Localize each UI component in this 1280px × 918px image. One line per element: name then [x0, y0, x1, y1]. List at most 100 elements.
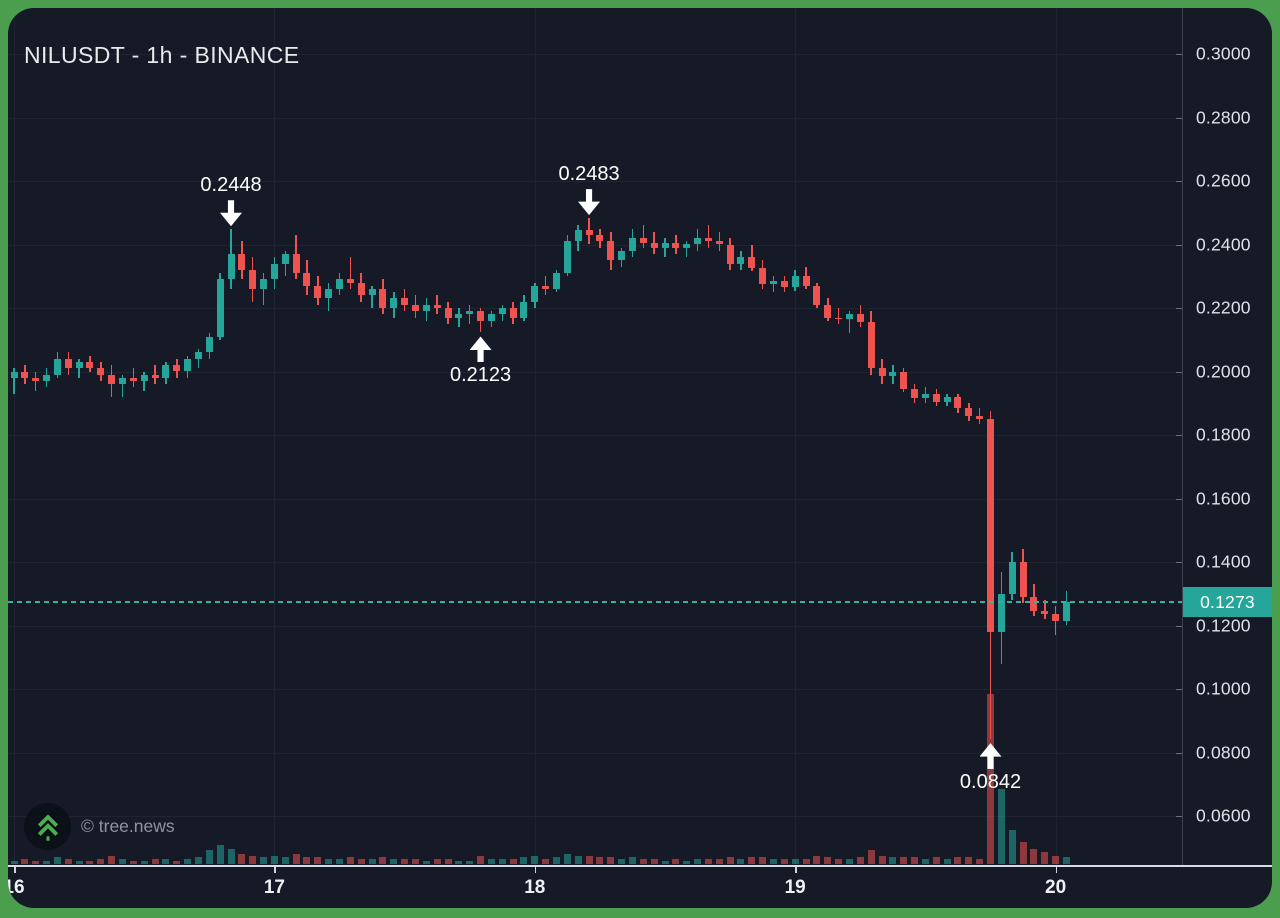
candle-body: [433, 304, 441, 308]
volume-bar: [607, 857, 615, 864]
x-axis-tick-label: 18: [524, 877, 546, 898]
y-axis-line[interactable]: [1182, 8, 1183, 865]
y-axis-tick-label: 0.2600: [1196, 170, 1251, 191]
candle-wick: [143, 371, 145, 391]
candle-body: [64, 358, 72, 369]
y-axis-tick-label: 0.2400: [1196, 234, 1251, 254]
volume-bar: [1052, 855, 1060, 864]
candle-body: [216, 279, 224, 337]
y-axis-tick-label: 0.3000: [1196, 43, 1251, 64]
candle-body: [954, 396, 962, 408]
candle-body: [574, 230, 582, 242]
gridline-vertical: [534, 8, 536, 865]
annotation-price-label: 0.2448: [200, 174, 262, 197]
y-axis-tick-mark: [1176, 308, 1182, 309]
volume-bar: [531, 855, 539, 864]
volume-bar: [53, 857, 61, 864]
volume-bar: [433, 858, 441, 864]
volume-bar: [75, 860, 83, 864]
volume-bar: [932, 857, 940, 864]
volume-bar: [43, 860, 51, 864]
candle-body: [661, 242, 669, 248]
candle-body: [889, 371, 897, 377]
y-axis-tick-label: 0.2000: [1196, 361, 1251, 381]
candle-wick: [371, 285, 373, 308]
volume-bar: [1062, 857, 1070, 864]
candle-body: [194, 352, 202, 359]
volume-bar: [21, 858, 29, 864]
candle-body: [596, 234, 604, 242]
volume-bar: [715, 858, 723, 864]
volume-bar: [835, 858, 843, 864]
candle-body: [129, 377, 137, 382]
candle-body: [281, 254, 289, 264]
candle-body: [770, 281, 777, 285]
annotation-price-label: 0.2123: [449, 364, 512, 387]
gridline-vertical: [795, 8, 797, 865]
volume-bar: [151, 858, 159, 864]
axes-layer: 0.3000 0.2800 0.2600 0.2400 0.2200 0.2000 0.18…: [8, 8, 1272, 908]
gridline-horizontal: [8, 816, 1182, 817]
price-chart-pane[interactable]: [8, 8, 1272, 908]
volume-bar: [466, 860, 474, 864]
candle-body: [856, 314, 864, 323]
volume-bar: [205, 850, 213, 864]
candle-body: [921, 393, 929, 399]
candle-body: [835, 317, 843, 320]
volume-bar: [520, 857, 528, 864]
candle-body: [650, 242, 658, 248]
candle-wick: [848, 311, 851, 334]
candle-body: [1030, 596, 1038, 612]
volume-bar: [976, 858, 984, 864]
candle-body: [140, 374, 148, 382]
candle-body: [270, 263, 278, 280]
candle-body: [932, 393, 940, 402]
candle-body: [520, 301, 528, 318]
x-axis-tick-label: 16: [8, 877, 25, 898]
volume-bar: [748, 857, 756, 864]
candle-body: [824, 304, 832, 318]
y-axis-tick-label: 0.1600: [1196, 488, 1251, 508]
candle-body: [184, 358, 192, 372]
gridline-vertical: [274, 8, 276, 865]
volume-bar: [596, 857, 604, 864]
volume-bar: [737, 858, 745, 864]
volume-bar: [346, 857, 354, 864]
volume-bar: [563, 853, 571, 864]
candle-wick: [772, 276, 775, 293]
candle-body: [487, 314, 495, 321]
y-axis-tick-mark: [1176, 625, 1182, 627]
volume-bar: [509, 858, 517, 864]
candle-body: [108, 374, 116, 385]
candle-body: [748, 257, 756, 269]
x-axis-line[interactable]: [8, 865, 1272, 867]
gridline-horizontal: [8, 435, 1182, 436]
volume-bar: [672, 858, 680, 864]
candle-body: [205, 336, 213, 353]
volume-bar: [477, 855, 485, 864]
volume-bar: [943, 858, 951, 864]
volume-bar: [585, 855, 593, 864]
volume-bar: [32, 860, 40, 864]
gridline-horizontal: [8, 181, 1182, 182]
x-axis-tick-mark: [534, 867, 537, 873]
candle-body: [97, 368, 105, 375]
annotation-price-label: 0.0842: [959, 771, 1022, 794]
gridline-horizontal: [8, 54, 1182, 55]
volume-bar: [184, 858, 192, 864]
volume-pane: [8, 8, 1272, 908]
x-axis-tick-mark: [274, 867, 276, 873]
volume-bar: [639, 858, 647, 864]
volume-bar: [487, 858, 495, 864]
volume-bar: [64, 858, 72, 864]
volume-bar: [780, 858, 788, 864]
volume-bar: [628, 857, 636, 864]
price-badge-layer: 0.1273: [8, 8, 1272, 908]
volume-bar: [878, 855, 886, 864]
candle-body: [813, 285, 821, 305]
volume-bar: [845, 858, 853, 864]
tree-news-logo-icon: [24, 803, 71, 850]
candle-body: [162, 365, 170, 378]
volume-bar: [194, 857, 202, 864]
candle-body: [401, 298, 409, 305]
